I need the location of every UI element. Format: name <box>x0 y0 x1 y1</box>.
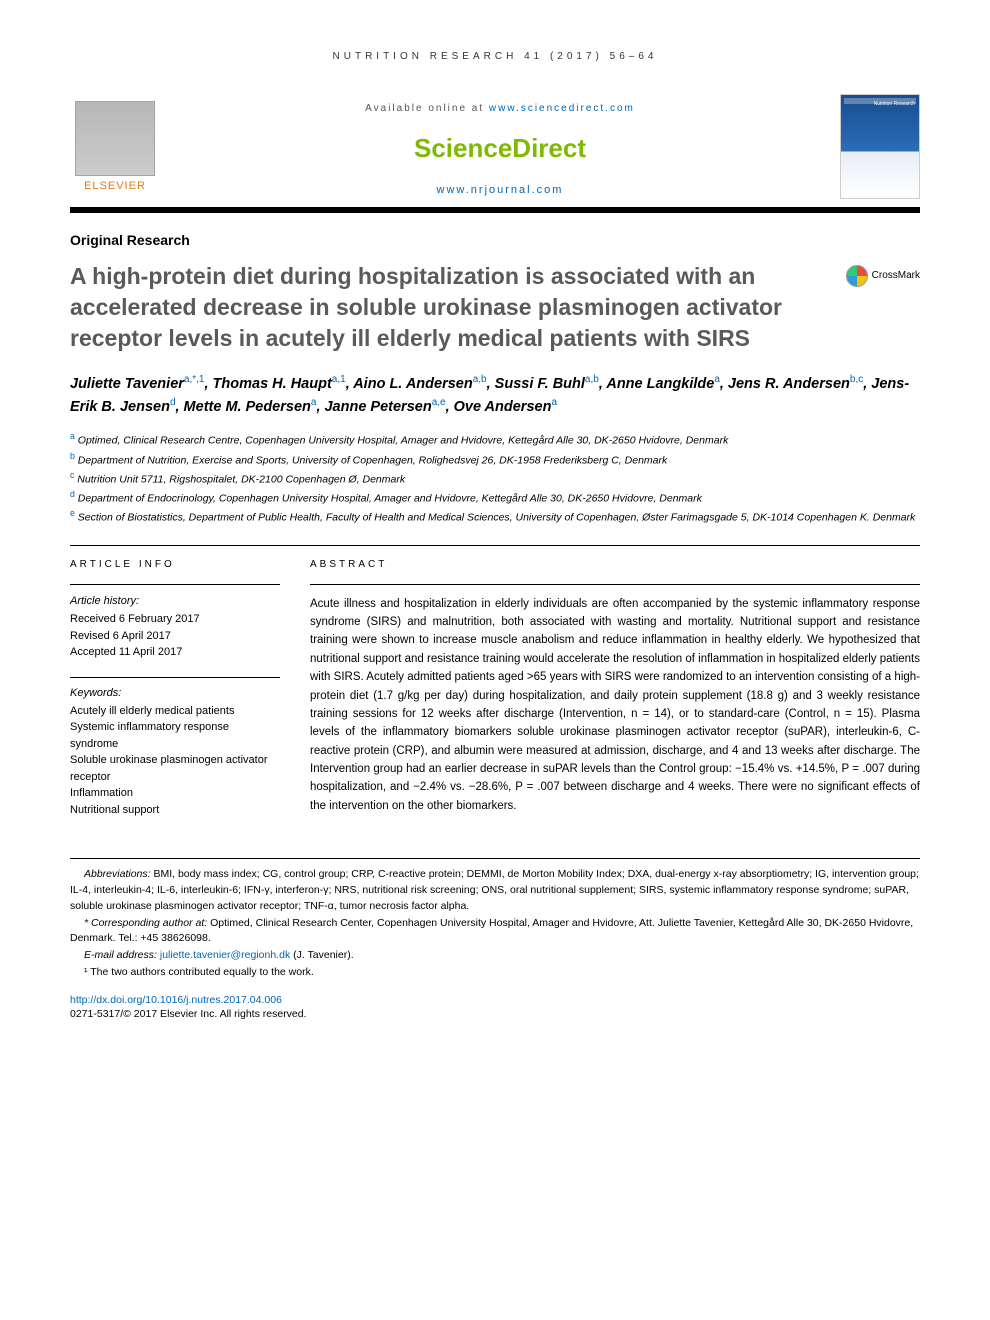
corresponding-email-link[interactable]: juliette.tavenier@regionh.dk <box>160 949 290 961</box>
abbrev-label: Abbreviations: <box>84 868 151 880</box>
keywords-block: Keywords: Acutely ill elderly medical pa… <box>70 677 280 819</box>
keywords-label: Keywords: <box>70 686 280 701</box>
copyright-line: 0271-5317/© 2017 Elsevier Inc. All right… <box>70 1008 307 1020</box>
email-suffix: (J. Tavenier). <box>290 949 353 961</box>
keyword-item: Nutritional support <box>70 802 280 819</box>
affiliation-item: c Nutrition Unit 5711, Rigshospitalet, D… <box>70 469 920 488</box>
history-line: Accepted 11 April 2017 <box>70 644 280 661</box>
email-note: E-mail address: juliette.tavenier@region… <box>70 948 920 964</box>
history-label: Article history: <box>70 593 280 610</box>
article-info-column: ARTICLE INFO Article history: Received 6… <box>70 546 280 819</box>
equal-contribution-note: ¹ The two authors contributed equally to… <box>70 965 920 981</box>
crossmark-icon <box>846 265 868 287</box>
abbreviations-note: Abbreviations: BMI, body mass index; CG,… <box>70 867 920 914</box>
running-head: NUTRITION RESEARCH 41 (2017) 56–64 <box>70 50 920 64</box>
keyword-item: Inflammation <box>70 785 280 802</box>
journal-cover-thumbnail: Nutrition Research <box>840 94 920 199</box>
crossmark-badge[interactable]: CrossMark <box>846 265 920 287</box>
email-label: E-mail address: <box>84 949 157 961</box>
available-prefix: Available online at <box>365 103 489 114</box>
available-online-line: Available online at www.sciencedirect.co… <box>175 102 825 116</box>
history-line: Received 6 February 2017 <box>70 611 280 628</box>
footnotes: Abbreviations: BMI, body mass index; CG,… <box>70 858 920 980</box>
crossmark-label: CrossMark <box>872 269 920 283</box>
doi-link[interactable]: http://dx.doi.org/10.1016/j.nutres.2017.… <box>70 994 282 1006</box>
article-title: A high-protein diet during hospitalizati… <box>70 261 826 354</box>
abstract-heading: ABSTRACT <box>310 558 920 572</box>
corr-label: * Corresponding author at: <box>84 917 207 929</box>
keyword-item: Soluble urokinase plasminogen activator … <box>70 752 280 785</box>
article-type: Original Research <box>70 231 920 251</box>
journal-homepage-link[interactable]: www.nrjournal.com <box>437 184 564 196</box>
history-line: Revised 6 April 2017 <box>70 628 280 645</box>
keyword-item: Systemic inflammatory response syndrome <box>70 719 280 752</box>
elsevier-tree-icon <box>75 101 155 176</box>
elsevier-wordmark: ELSEVIER <box>84 179 146 194</box>
keyword-item: Acutely ill elderly medical patients <box>70 703 280 720</box>
abstract-text: Acute illness and hospitalization in eld… <box>310 584 920 816</box>
affiliation-item: b Department of Nutrition, Exercise and … <box>70 450 920 469</box>
author-list: Juliette Taveniera,*,1, Thomas H. Haupta… <box>70 372 920 419</box>
abstract-column: ABSTRACT Acute illness and hospitalizati… <box>310 546 920 819</box>
doi-block: http://dx.doi.org/10.1016/j.nutres.2017.… <box>70 993 920 1022</box>
journal-header: ELSEVIER Available online at www.science… <box>70 94 920 213</box>
cover-title: Nutrition Research <box>874 101 915 108</box>
corresponding-author-note: * Corresponding author at: Optimed, Clin… <box>70 916 920 948</box>
article-info-heading: ARTICLE INFO <box>70 558 280 572</box>
sciencedirect-link[interactable]: www.sciencedirect.com <box>489 103 635 114</box>
abbrev-text: BMI, body mass index; CG, control group;… <box>70 868 919 912</box>
affiliation-item: e Section of Biostatistics, Department o… <box>70 507 920 526</box>
affiliation-item: a Optimed, Clinical Research Centre, Cop… <box>70 430 920 449</box>
article-history: Article history: Received 6 February 201… <box>70 584 280 661</box>
sciencedirect-logo: ScienceDirect <box>175 130 825 166</box>
affiliation-list: a Optimed, Clinical Research Centre, Cop… <box>70 430 920 526</box>
elsevier-logo: ELSEVIER <box>70 94 160 194</box>
affiliation-item: d Department of Endocrinology, Copenhage… <box>70 488 920 507</box>
